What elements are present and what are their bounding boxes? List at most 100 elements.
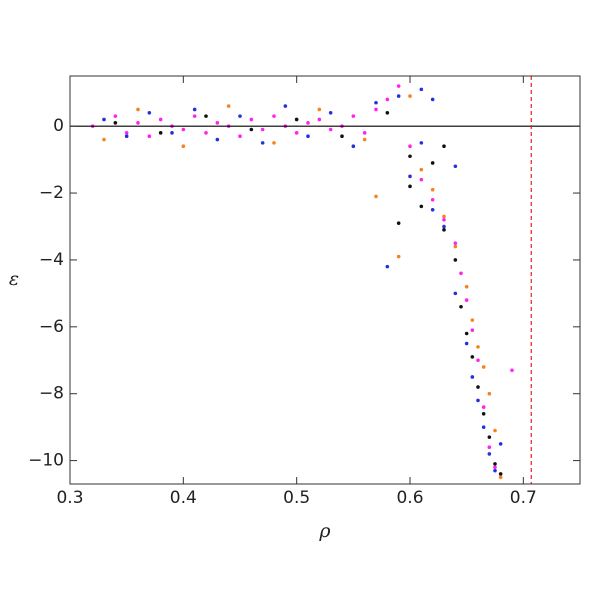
- point: [419, 204, 424, 209]
- point: [272, 141, 276, 145]
- point: [306, 121, 310, 125]
- point: [385, 110, 390, 115]
- plot-frame: [69, 75, 581, 485]
- point: [362, 137, 367, 142]
- point: [481, 411, 486, 416]
- point: [306, 134, 310, 138]
- point: [170, 131, 174, 135]
- point: [396, 94, 401, 98]
- point: [470, 328, 475, 332]
- point: [260, 141, 265, 145]
- point: [464, 331, 469, 336]
- x-tick-label: 0.5: [283, 488, 310, 508]
- point: [374, 194, 378, 199]
- point: [442, 214, 446, 219]
- point: [147, 134, 152, 138]
- point: [226, 104, 231, 108]
- point: [408, 184, 412, 189]
- point: [419, 167, 424, 172]
- point: [408, 94, 412, 98]
- point: [396, 221, 401, 225]
- y-tick-label: −6: [39, 317, 64, 337]
- point: [442, 144, 446, 149]
- point: [487, 391, 492, 396]
- point: [408, 154, 412, 159]
- point: [510, 368, 514, 373]
- point: [487, 445, 492, 450]
- x-axis-label: ρ: [318, 520, 331, 542]
- point: [470, 318, 475, 322]
- point: [498, 475, 503, 480]
- point: [464, 284, 469, 289]
- point: [498, 472, 503, 476]
- point: [442, 218, 446, 222]
- point: [476, 385, 480, 389]
- point: [204, 114, 208, 118]
- point: [249, 117, 254, 122]
- point: [470, 355, 475, 359]
- point: [493, 465, 497, 470]
- point: [317, 117, 322, 122]
- point: [147, 110, 152, 115]
- point: [453, 258, 458, 262]
- point: [181, 127, 186, 132]
- point: [476, 398, 480, 403]
- point: [136, 121, 140, 125]
- point: [481, 365, 486, 369]
- point: [464, 341, 469, 346]
- point: [102, 117, 106, 122]
- point: [430, 161, 435, 165]
- point: [453, 164, 458, 169]
- point: [192, 107, 197, 112]
- point: [453, 241, 458, 246]
- point: [204, 131, 208, 135]
- point: [328, 110, 333, 115]
- point: [351, 114, 356, 118]
- point: [408, 144, 412, 149]
- point: [113, 114, 118, 118]
- point: [283, 104, 288, 108]
- point: [385, 97, 390, 102]
- y-tick-label: −2: [39, 183, 64, 203]
- point: [124, 131, 129, 135]
- point: [481, 405, 486, 409]
- point: [340, 134, 344, 138]
- point: [385, 264, 390, 269]
- point: [493, 468, 497, 473]
- point: [493, 462, 497, 466]
- point: [442, 224, 446, 229]
- x-tick-label: 0.4: [170, 488, 197, 508]
- point: [215, 137, 220, 142]
- point: [158, 131, 163, 135]
- point: [459, 271, 463, 276]
- point: [158, 117, 163, 122]
- point: [481, 425, 486, 429]
- point: [374, 100, 378, 105]
- point: [476, 358, 480, 363]
- point: [238, 134, 242, 138]
- x-tick-label: 0.6: [396, 488, 423, 508]
- y-tick-label: −4: [39, 250, 64, 270]
- point: [351, 144, 356, 149]
- x-tick-label: 0.3: [56, 488, 83, 508]
- point: [238, 114, 242, 118]
- point: [430, 207, 435, 212]
- point: [453, 291, 458, 296]
- point: [498, 442, 503, 446]
- point: [249, 127, 254, 132]
- point: [294, 131, 299, 135]
- point: [102, 137, 106, 142]
- point: [181, 144, 186, 149]
- point: [136, 107, 140, 112]
- point: [328, 127, 333, 132]
- point: [260, 127, 265, 132]
- point: [396, 254, 401, 259]
- point: [493, 428, 497, 433]
- point: [430, 187, 435, 192]
- point: [272, 114, 276, 118]
- y-axis-label: ε: [9, 268, 19, 290]
- point: [419, 141, 424, 145]
- point: [470, 375, 475, 379]
- point: [215, 121, 220, 125]
